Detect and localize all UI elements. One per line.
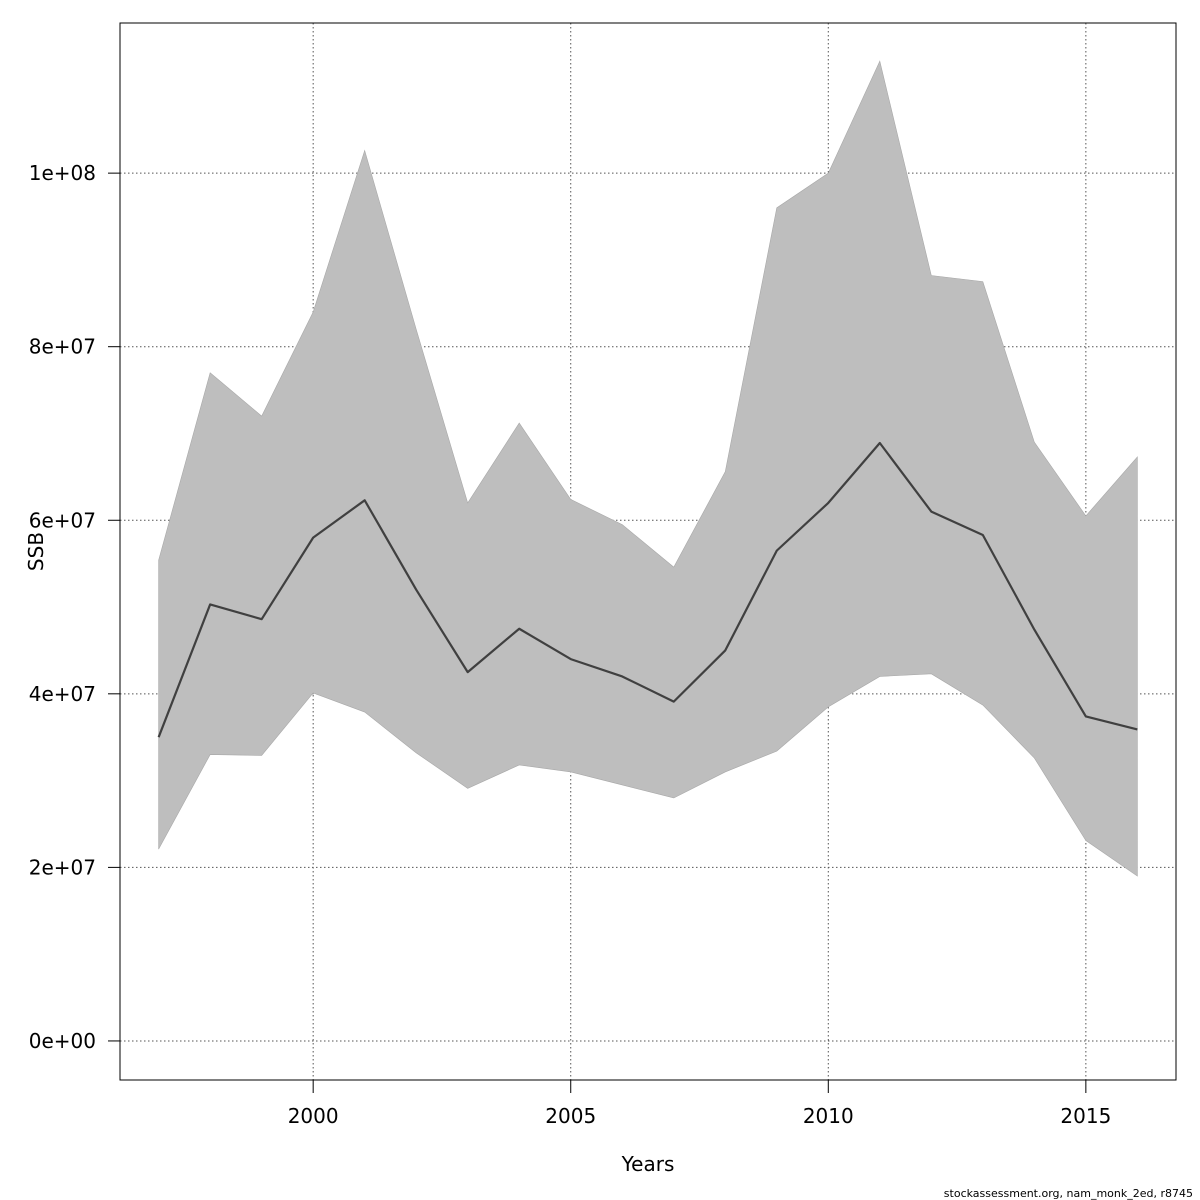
x-tick-label: 2015 xyxy=(1060,1104,1111,1128)
line-layer xyxy=(157,441,1138,738)
x-tick-label: 2000 xyxy=(288,1104,339,1128)
y-tick-label: 1e+08 xyxy=(29,161,96,185)
y-tick-label: 0e+00 xyxy=(29,1029,96,1053)
y-tick-label: 6e+07 xyxy=(29,508,96,532)
x-tick-label: 2005 xyxy=(545,1104,596,1128)
x-axis-label: Years xyxy=(621,1152,675,1176)
tick-layer: 2000 2005 2010 2015 0e+00 2e+07 4e+07 6e+07 8e+0… xyxy=(29,161,1112,1128)
y-axis-label: SSB xyxy=(24,532,48,571)
y-tick-label: 4e+07 xyxy=(29,682,96,706)
confidence-band xyxy=(158,60,1138,877)
ssb-estimate-line xyxy=(157,441,1138,738)
x-tick-label: 2010 xyxy=(803,1104,854,1128)
y-tick-label: 8e+07 xyxy=(29,335,96,359)
band-layer xyxy=(158,60,1138,877)
footer-credit: stockassessment.org, nam_monk_2ed, r8745 xyxy=(944,1187,1193,1200)
y-tick-label: 2e+07 xyxy=(29,855,96,879)
